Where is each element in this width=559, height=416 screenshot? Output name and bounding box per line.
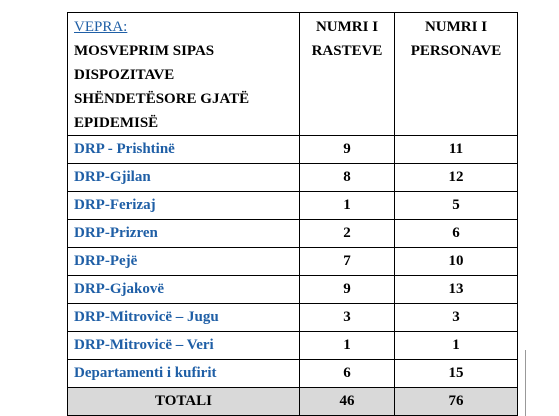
cases: 8 (299, 163, 395, 192)
cases: 9 (299, 135, 395, 164)
region-name: DRP-Mitrovicë – Jugu (67, 303, 300, 332)
persons: 10 (394, 247, 518, 276)
total-label: TOTALI (67, 387, 300, 416)
cases: 3 (299, 303, 395, 332)
table: VEPRA: MOSVEPRIM SIPAS DISPOZITAVE SHËND… (67, 12, 518, 416)
persons: 13 (394, 275, 518, 304)
persons: 3 (394, 303, 518, 332)
row: DRP-Gjilan 8 12 (67, 163, 518, 192)
region-name: DRP-Pejë (67, 247, 300, 276)
persons: 6 (394, 219, 518, 248)
persons: 5 (394, 191, 518, 220)
persons: 11 (394, 135, 518, 164)
region-name: DRP-Ferizaj (67, 191, 300, 220)
region-name: DRP-Gjakovë (67, 275, 300, 304)
total-cases: 46 (299, 387, 395, 416)
cases: 1 (299, 191, 395, 220)
cases: 2 (299, 219, 395, 248)
header-row: VEPRA: MOSVEPRIM SIPAS DISPOZITAVE SHËND… (67, 12, 518, 136)
row: DRP-Prizren 2 6 (67, 219, 518, 248)
region-name: DRP-Prizren (67, 219, 300, 248)
cases: 9 (299, 275, 395, 304)
header-cell: VEPRA: MOSVEPRIM SIPAS DISPOZITAVE SHËND… (67, 12, 300, 136)
row: DRP-Gjakovë 9 13 (67, 275, 518, 304)
row: DRP-Mitrovicë – Jugu 3 3 (67, 303, 518, 332)
row: DRP - Prishtinë 9 11 (67, 135, 518, 164)
total-persons: 76 (394, 387, 518, 416)
row: Departamenti i kufirit 6 15 (67, 359, 518, 388)
cases: 7 (299, 247, 395, 276)
row: DRP-Pejë 7 10 (67, 247, 518, 276)
persons: 1 (394, 331, 518, 360)
cases: 6 (299, 359, 395, 388)
header-label: VEPRA: (74, 19, 128, 35)
region-name: DRP-Mitrovicë – Veri (67, 331, 300, 360)
total-row: TOTALI 46 76 (67, 387, 518, 416)
persons: 15 (394, 359, 518, 388)
header-cell: NUMRI I RASTEVE (299, 12, 395, 136)
page-edge (525, 350, 526, 416)
region-name: DRP - Prishtinë (67, 135, 300, 164)
table-body: VEPRA: MOSVEPRIM SIPAS DISPOZITAVE SHËND… (67, 12, 518, 416)
header-cell: NUMRI I PERSONAVE (394, 12, 518, 136)
region-name: DRP-Gjilan (67, 163, 300, 192)
cases: 1 (299, 331, 395, 360)
row: DRP-Mitrovicë – Veri 1 1 (67, 331, 518, 360)
region-name: Departamenti i kufirit (67, 359, 300, 388)
row: DRP-Ferizaj 1 5 (67, 191, 518, 220)
header-title: MOSVEPRIM SIPAS DISPOZITAVE SHËNDETËSORE… (74, 43, 250, 131)
persons: 12 (394, 163, 518, 192)
